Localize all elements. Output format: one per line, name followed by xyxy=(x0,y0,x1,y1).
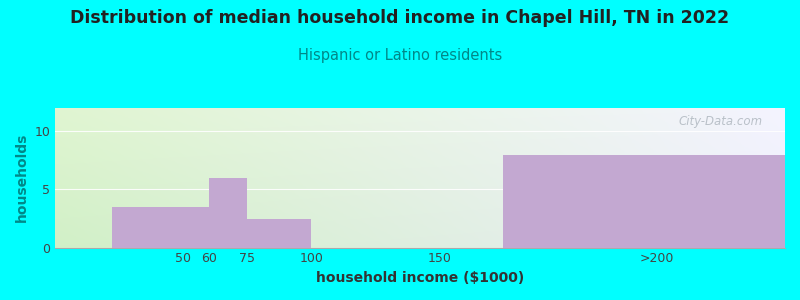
Y-axis label: households: households xyxy=(15,133,29,223)
X-axis label: household income ($1000): household income ($1000) xyxy=(316,271,524,285)
Bar xyxy=(112,207,209,247)
Text: Distribution of median household income in Chapel Hill, TN in 2022: Distribution of median household income … xyxy=(70,9,730,27)
Text: Hispanic or Latino residents: Hispanic or Latino residents xyxy=(298,48,502,63)
Bar xyxy=(247,218,311,248)
Text: City-Data.com: City-Data.com xyxy=(679,115,763,128)
Bar xyxy=(503,154,785,248)
Bar xyxy=(209,178,247,247)
